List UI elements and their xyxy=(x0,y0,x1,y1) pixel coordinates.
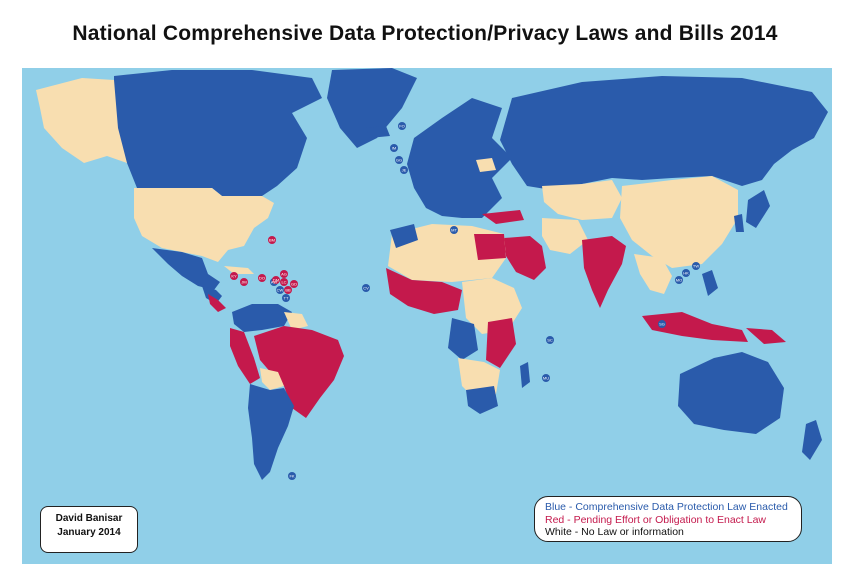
region-belarus xyxy=(476,158,496,172)
region-west-africa xyxy=(386,268,462,314)
region-brazil xyxy=(254,326,344,418)
region-usa xyxy=(134,188,274,262)
marker-red xyxy=(258,274,266,282)
region-bolivia xyxy=(260,368,284,390)
marker-blue xyxy=(692,262,700,270)
region-east-africa-pending xyxy=(486,318,516,368)
marker-red xyxy=(268,236,276,244)
marker-label: CV xyxy=(363,285,369,290)
region-madagascar xyxy=(520,362,530,388)
marker-blue xyxy=(658,320,666,328)
region-new-zealand xyxy=(802,420,822,460)
marker-red xyxy=(280,278,288,286)
region-europe xyxy=(407,98,512,218)
marker-label: GG xyxy=(396,157,402,162)
marker-red xyxy=(230,272,238,280)
world-map: FO IM GG JE MT CV MU SC TW HK MO SG AW CW TT FK BM KY JM DO… xyxy=(22,68,832,564)
marker-red xyxy=(284,286,292,294)
marker-label: BB xyxy=(285,287,291,292)
region-colombia-venezuela xyxy=(232,304,292,332)
marker-red xyxy=(280,270,288,278)
marker-label: DM xyxy=(273,277,279,282)
marker-blue xyxy=(450,226,458,234)
marker-label: TT xyxy=(284,295,289,300)
marker-blue xyxy=(398,122,406,130)
region-india xyxy=(582,236,626,308)
legend-white: White - No Law or information xyxy=(545,526,684,538)
marker-label: FO xyxy=(399,123,405,128)
legend-blue: Blue - Comprehensive Data Protection Law… xyxy=(545,501,788,513)
marker-label: LC xyxy=(281,279,286,284)
marker-blue xyxy=(675,276,683,284)
author-name: David Banisar xyxy=(55,513,123,524)
region-central-asia xyxy=(542,180,622,220)
region-iran-afghanistan xyxy=(542,218,588,254)
marker-blue xyxy=(362,284,370,292)
marker-blue xyxy=(390,144,398,152)
region-greenland xyxy=(327,68,417,148)
marker-label: MT xyxy=(451,227,457,232)
region-alaska xyxy=(36,78,127,163)
region-indonesia xyxy=(642,312,748,342)
marker-blue xyxy=(276,286,284,294)
marker-label: HK xyxy=(683,270,689,275)
region-central-africa xyxy=(448,318,478,360)
region-china xyxy=(620,176,738,268)
region-new-guinea xyxy=(746,328,786,344)
marker-label: KY xyxy=(231,273,237,278)
region-russia xyxy=(500,76,828,190)
marker-blue xyxy=(400,166,408,174)
marker-label: AW xyxy=(271,279,278,284)
region-morocco xyxy=(390,224,418,248)
marker-label: FK xyxy=(289,473,294,478)
marker-label: SC xyxy=(547,337,553,342)
marker-label: TW xyxy=(693,263,699,268)
marker-label: IM xyxy=(392,145,396,150)
region-southern-cone xyxy=(248,384,294,480)
marker-label: JM xyxy=(241,279,246,284)
region-philippines xyxy=(702,270,718,296)
marker-red xyxy=(272,276,280,284)
marker-label: MU xyxy=(543,375,549,380)
region-mexico xyxy=(152,248,220,290)
region-egypt xyxy=(474,234,506,260)
marker-label: CW xyxy=(277,287,284,292)
legend-red: Red - Pending Effort or Obligation to En… xyxy=(545,513,767,526)
marker-label: GD xyxy=(291,281,297,286)
region-middle-east xyxy=(504,236,546,280)
region-australia xyxy=(678,352,784,434)
credit-date: January 2014 xyxy=(57,527,121,538)
map-title: National Comprehensive Data Protection/P… xyxy=(72,22,778,45)
marker-blue xyxy=(542,374,550,382)
marker-blue xyxy=(546,336,554,344)
region-cuba xyxy=(224,266,254,274)
region-turkey xyxy=(482,210,524,224)
region-ecuador-peru xyxy=(230,328,260,384)
region-canada xyxy=(114,70,322,198)
region-south-africa xyxy=(466,386,498,414)
region-japan xyxy=(746,190,770,228)
marker-label: BM xyxy=(269,237,275,242)
marker-blue xyxy=(282,294,290,302)
region-central-america-pending xyxy=(208,294,226,312)
region-iceland xyxy=(366,126,390,138)
region-korea xyxy=(734,214,744,232)
marker-label: JE xyxy=(402,167,407,172)
marker-red xyxy=(290,280,298,288)
legend-box: Blue - Comprehensive Data Protection Law… xyxy=(534,496,802,542)
marker-blue xyxy=(682,269,690,277)
marker-label: SG xyxy=(659,321,665,326)
marker-label: MO xyxy=(676,277,682,282)
region-southeast-asia xyxy=(634,254,672,294)
region-guianas xyxy=(284,312,308,330)
marker-label: AG xyxy=(281,271,287,276)
marker-label: DO xyxy=(259,275,265,280)
author-credit-box: David Banisar January 2014 xyxy=(40,506,138,553)
marker-blue xyxy=(395,156,403,164)
marker-red xyxy=(240,278,248,286)
marker-blue xyxy=(288,472,296,480)
